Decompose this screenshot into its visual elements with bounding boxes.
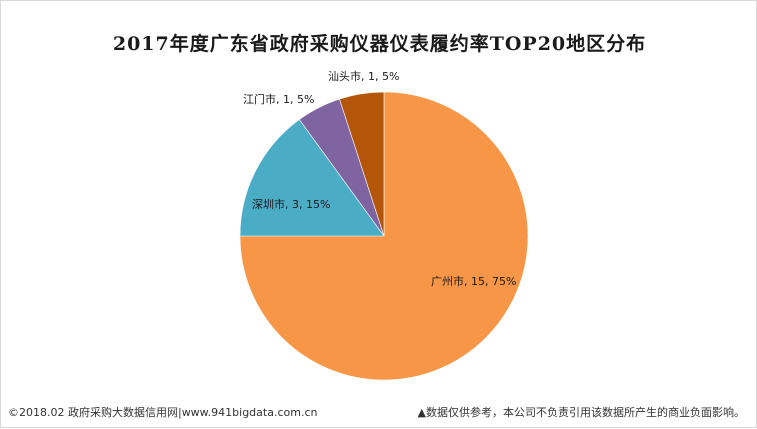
slice-label-jiangmen: 江门市, 1, 5%: [243, 92, 314, 106]
pie-slice-shenzhen: [239, 119, 385, 237]
pie-slice-shantou: [339, 91, 385, 237]
pie-slices: [239, 91, 529, 381]
slice-label-shenzhen: 深圳市, 3, 15%: [252, 197, 330, 211]
slice-label-shantou: 汕头市, 1, 5%: [328, 69, 399, 83]
footer-disclaimer: ▲数据仅供参考，本公司不负责引用该数据所产生的商业负面影响。: [417, 406, 745, 419]
pie-slice-guangzhou: [239, 91, 529, 381]
slice-label-guangzhou: 广州市, 15, 75%: [431, 274, 516, 288]
footer-copyright: ©2018.02 政府采购大数据信用网|www.941bigdata.com.c…: [8, 406, 318, 419]
chart-title: 2017年度广东省政府采购仪器仪表履约率TOP20地区分布: [112, 33, 647, 55]
